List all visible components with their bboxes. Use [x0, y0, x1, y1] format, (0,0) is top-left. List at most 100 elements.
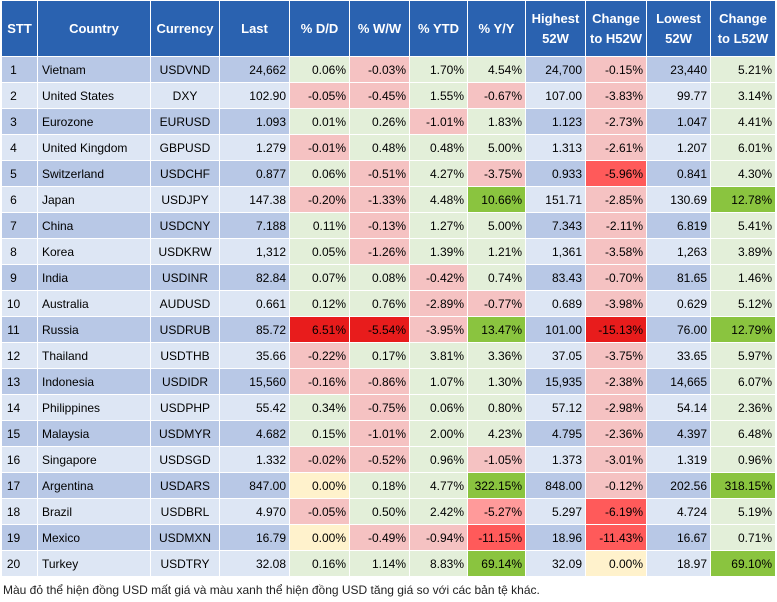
row-ytd: -3.95%: [409, 316, 468, 343]
header-last: Last: [219, 0, 290, 57]
row-stt: 5: [1, 160, 38, 187]
row-country: Thailand: [37, 342, 151, 369]
row-change-h52w: -2.38%: [585, 368, 647, 395]
row-change-l52w: 12.78%: [710, 186, 776, 213]
row-currency: USDBRL: [150, 498, 220, 525]
row-high52w: 0.689: [525, 290, 586, 317]
row-ytd: 1.07%: [409, 368, 468, 395]
row-stt: 15: [1, 420, 38, 447]
row-ww: 0.48%: [349, 134, 410, 161]
row-country: Eurozone: [37, 108, 151, 135]
row-ww: -0.86%: [349, 368, 410, 395]
row-currency: USDKRW: [150, 238, 220, 265]
row-change-h52w: -3.01%: [585, 446, 647, 473]
header-ytd: % YTD: [409, 0, 468, 57]
row-yy: 1.21%: [467, 238, 526, 265]
row-change-l52w: 0.96%: [710, 446, 776, 473]
row-change-h52w: -3.83%: [585, 82, 647, 109]
row-change-l52w: 5.19%: [710, 498, 776, 525]
row-last: 4.970: [219, 498, 290, 525]
row-yy: 0.74%: [467, 264, 526, 291]
table-row: 18 Brazil USDBRL 4.970 -0.05% 0.50% 2.42% -5.27…: [1, 498, 776, 525]
row-high52w: 848.00: [525, 472, 586, 499]
row-currency: USDSGD: [150, 446, 220, 473]
row-yy: 13.47%: [467, 316, 526, 343]
table-row: 15 Malaysia USDMYR 4.682 0.15% -1.01% 2.00% 4.2…: [1, 420, 776, 447]
table-row: 6 Japan USDJPY 147.38 -0.20% -1.33% 4.48% 10.66…: [1, 186, 776, 213]
row-ytd: 1.39%: [409, 238, 468, 265]
row-ytd: -2.89%: [409, 290, 468, 317]
row-change-l52w: 5.12%: [710, 290, 776, 317]
row-country: Vietnam: [37, 56, 151, 83]
row-change-h52w: -6.19%: [585, 498, 647, 525]
row-high52w: 57.12: [525, 394, 586, 421]
row-ww: -1.01%: [349, 420, 410, 447]
row-currency: GBPUSD: [150, 134, 220, 161]
row-high52w: 1,361: [525, 238, 586, 265]
row-ww: 0.50%: [349, 498, 410, 525]
row-low52w: 4.397: [646, 420, 711, 447]
header-high52w: Highest 52W: [525, 0, 586, 57]
table-row: 8 Korea USDKRW 1,312 0.05% -1.26% 1.39% 1.21% 1,…: [1, 238, 776, 265]
row-ytd: -0.94%: [409, 524, 468, 551]
row-country: Argentina: [37, 472, 151, 499]
row-change-h52w: 0.00%: [585, 550, 647, 577]
row-change-l52w: 4.41%: [710, 108, 776, 135]
table-row: 14 Philippines USDPHP 55.42 0.34% -0.75% 0.06%…: [1, 394, 776, 421]
row-dd: -0.20%: [289, 186, 350, 213]
row-change-h52w: -0.15%: [585, 56, 647, 83]
header-change-h52w: Change to H52W: [585, 0, 647, 57]
header-row: STT Country Currency Last % D/D % W/W % …: [1, 0, 776, 57]
row-ww: -0.49%: [349, 524, 410, 551]
row-stt: 4: [1, 134, 38, 161]
row-currency: USDRUB: [150, 316, 220, 343]
row-dd: -0.05%: [289, 498, 350, 525]
row-last: 4.682: [219, 420, 290, 447]
row-high52w: 83.43: [525, 264, 586, 291]
row-dd: 0.00%: [289, 524, 350, 551]
row-low52w: 33.65: [646, 342, 711, 369]
row-ytd: 2.42%: [409, 498, 468, 525]
row-ww: 1.14%: [349, 550, 410, 577]
row-change-h52w: -3.98%: [585, 290, 647, 317]
row-high52w: 18.96: [525, 524, 586, 551]
row-currency: AUDUSD: [150, 290, 220, 317]
row-change-h52w: -2.85%: [585, 186, 647, 213]
row-high52w: 5.297: [525, 498, 586, 525]
row-last: 0.877: [219, 160, 290, 187]
row-high52w: 107.00: [525, 82, 586, 109]
row-currency: USDCNY: [150, 212, 220, 239]
row-yy: 10.66%: [467, 186, 526, 213]
row-change-l52w: 3.14%: [710, 82, 776, 109]
row-dd: 0.00%: [289, 472, 350, 499]
row-ww: 0.17%: [349, 342, 410, 369]
row-change-h52w: -5.96%: [585, 160, 647, 187]
row-yy: -0.77%: [467, 290, 526, 317]
row-country: Switzerland: [37, 160, 151, 187]
row-ww: -1.33%: [349, 186, 410, 213]
row-change-l52w: 69.10%: [710, 550, 776, 577]
row-low52w: 14,665: [646, 368, 711, 395]
row-ytd: 4.48%: [409, 186, 468, 213]
row-yy: 322.15%: [467, 472, 526, 499]
header-yy: % Y/Y: [467, 0, 526, 57]
row-change-l52w: 3.89%: [710, 238, 776, 265]
row-ww: -0.52%: [349, 446, 410, 473]
row-ytd: 1.27%: [409, 212, 468, 239]
row-high52w: 15,935: [525, 368, 586, 395]
row-yy: 5.00%: [467, 134, 526, 161]
header-ww: % W/W: [349, 0, 410, 57]
row-country: Malaysia: [37, 420, 151, 447]
row-yy: 3.36%: [467, 342, 526, 369]
row-yy: -5.27%: [467, 498, 526, 525]
row-dd: 0.16%: [289, 550, 350, 577]
row-yy: 69.14%: [467, 550, 526, 577]
table-row: 2 United States DXY 102.90 -0.05% -0.45% 1.55%…: [1, 82, 776, 109]
row-change-h52w: -0.12%: [585, 472, 647, 499]
row-ww: -0.13%: [349, 212, 410, 239]
row-yy: -11.15%: [467, 524, 526, 551]
row-yy: -3.75%: [467, 160, 526, 187]
row-change-l52w: 6.48%: [710, 420, 776, 447]
table-row: 10 Australia AUDUSD 0.661 0.12% 0.76% -2.89% -0…: [1, 290, 776, 317]
row-low52w: 202.56: [646, 472, 711, 499]
